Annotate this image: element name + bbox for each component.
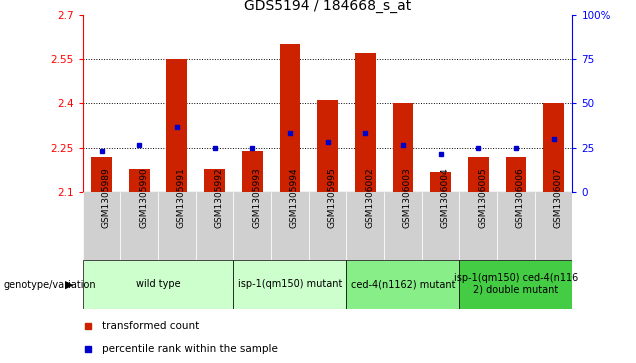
- FancyBboxPatch shape: [308, 192, 347, 260]
- Bar: [129, 169, 149, 192]
- FancyBboxPatch shape: [83, 192, 120, 260]
- Text: percentile rank within the sample: percentile rank within the sample: [102, 344, 278, 354]
- Bar: [242, 151, 263, 192]
- FancyBboxPatch shape: [384, 192, 422, 260]
- FancyBboxPatch shape: [535, 192, 572, 260]
- Text: isp-1(qm150) ced-4(n116
2) double mutant: isp-1(qm150) ced-4(n116 2) double mutant: [453, 273, 578, 295]
- Text: ▶: ▶: [65, 280, 73, 290]
- Text: GSM1306006: GSM1306006: [516, 167, 525, 228]
- Text: isp-1(qm150) mutant: isp-1(qm150) mutant: [238, 279, 342, 289]
- Bar: [279, 44, 300, 192]
- FancyBboxPatch shape: [459, 192, 497, 260]
- Text: GSM1305994: GSM1305994: [290, 167, 299, 228]
- FancyBboxPatch shape: [459, 260, 572, 309]
- FancyBboxPatch shape: [422, 192, 459, 260]
- Text: genotype/variation: genotype/variation: [3, 280, 96, 290]
- FancyBboxPatch shape: [196, 192, 233, 260]
- Text: GSM1305991: GSM1305991: [177, 167, 186, 228]
- Bar: [543, 103, 564, 192]
- Text: transformed count: transformed count: [102, 321, 200, 331]
- Text: GSM1305990: GSM1305990: [139, 167, 148, 228]
- FancyBboxPatch shape: [347, 260, 459, 309]
- FancyBboxPatch shape: [497, 192, 535, 260]
- FancyBboxPatch shape: [233, 192, 271, 260]
- Text: GSM1306004: GSM1306004: [441, 167, 450, 228]
- Bar: [506, 157, 526, 192]
- Text: GSM1305989: GSM1305989: [102, 167, 111, 228]
- FancyBboxPatch shape: [271, 192, 308, 260]
- FancyBboxPatch shape: [83, 260, 233, 309]
- Bar: [468, 157, 488, 192]
- Text: GSM1306002: GSM1306002: [365, 167, 374, 228]
- Text: GSM1305993: GSM1305993: [252, 167, 261, 228]
- Bar: [430, 172, 451, 192]
- Text: ced-4(n1162) mutant: ced-4(n1162) mutant: [350, 279, 455, 289]
- Text: wild type: wild type: [135, 279, 181, 289]
- FancyBboxPatch shape: [120, 192, 158, 260]
- FancyBboxPatch shape: [233, 260, 347, 309]
- Text: GSM1306007: GSM1306007: [553, 167, 563, 228]
- FancyBboxPatch shape: [347, 192, 384, 260]
- Bar: [167, 59, 187, 192]
- Text: GSM1306003: GSM1306003: [403, 167, 412, 228]
- Bar: [317, 101, 338, 192]
- Bar: [91, 157, 112, 192]
- FancyBboxPatch shape: [158, 192, 196, 260]
- Text: GSM1306005: GSM1306005: [478, 167, 487, 228]
- Title: GDS5194 / 184668_s_at: GDS5194 / 184668_s_at: [244, 0, 411, 13]
- Bar: [392, 103, 413, 192]
- Text: GSM1305992: GSM1305992: [214, 167, 223, 228]
- Text: GSM1305995: GSM1305995: [328, 167, 336, 228]
- Bar: [355, 53, 376, 192]
- Bar: [204, 169, 225, 192]
